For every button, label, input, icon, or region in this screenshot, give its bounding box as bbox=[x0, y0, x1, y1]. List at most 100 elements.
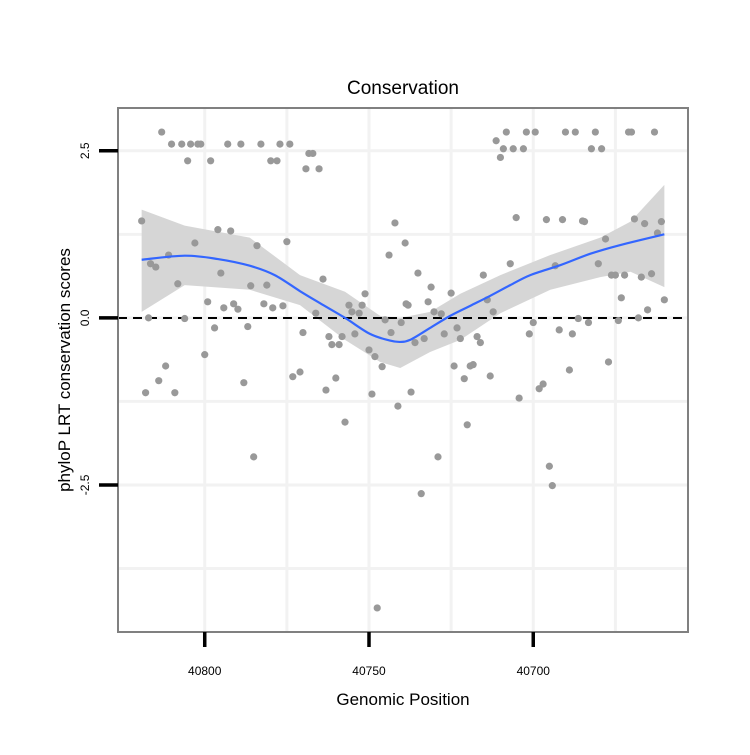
data-point bbox=[657, 218, 665, 226]
data-point bbox=[571, 128, 579, 136]
data-point bbox=[450, 362, 458, 370]
data-point bbox=[299, 328, 307, 337]
data-point bbox=[178, 140, 186, 148]
data-point bbox=[381, 316, 389, 324]
x-tick-label: 40800 bbox=[188, 664, 222, 678]
data-point bbox=[296, 368, 304, 376]
data-point bbox=[325, 332, 333, 341]
panel-border bbox=[117, 107, 689, 633]
data-point bbox=[460, 375, 468, 383]
data-point bbox=[244, 322, 252, 331]
y-tick-label: -2.5 bbox=[78, 474, 92, 495]
data-point bbox=[463, 421, 471, 429]
data-point bbox=[473, 332, 481, 341]
data-point bbox=[515, 394, 523, 402]
data-point bbox=[155, 377, 163, 385]
data-point bbox=[568, 330, 576, 338]
data-point bbox=[525, 330, 533, 338]
data-point bbox=[476, 338, 484, 347]
data-point bbox=[358, 301, 366, 309]
data-point bbox=[522, 128, 530, 136]
chart-title: Conservation bbox=[347, 78, 459, 99]
data-point bbox=[427, 283, 435, 291]
data-point bbox=[456, 334, 464, 343]
data-point bbox=[555, 326, 563, 334]
data-point bbox=[587, 145, 596, 153]
data-point bbox=[440, 330, 448, 338]
data-point bbox=[171, 389, 179, 397]
data-point bbox=[650, 128, 659, 136]
y-tick-label: 0.0 bbox=[78, 309, 92, 326]
data-point bbox=[489, 308, 497, 316]
data-point bbox=[580, 218, 589, 226]
data-point bbox=[224, 140, 232, 148]
data-point bbox=[391, 219, 399, 227]
data-point bbox=[141, 389, 150, 397]
data-point bbox=[328, 341, 336, 349]
confidence-band-area bbox=[141, 184, 665, 368]
data-point bbox=[332, 374, 340, 382]
data-point bbox=[502, 128, 510, 136]
data-point bbox=[286, 140, 294, 148]
data-point bbox=[584, 318, 593, 327]
data-point bbox=[499, 145, 507, 153]
data-point bbox=[574, 314, 582, 323]
data-point bbox=[492, 137, 500, 145]
data-point bbox=[240, 379, 248, 387]
data-point bbox=[660, 296, 668, 304]
data-point bbox=[283, 238, 291, 246]
data-point bbox=[401, 239, 409, 247]
data-point bbox=[614, 316, 622, 325]
data-point bbox=[529, 318, 537, 327]
data-point bbox=[531, 128, 539, 136]
data-point bbox=[404, 301, 412, 309]
data-point bbox=[617, 294, 625, 302]
data-point bbox=[152, 263, 160, 271]
data-point bbox=[210, 324, 219, 332]
data-point bbox=[637, 273, 645, 281]
data-point bbox=[260, 300, 268, 308]
data-point bbox=[565, 366, 574, 374]
data-point bbox=[158, 128, 166, 136]
data-point bbox=[302, 165, 310, 173]
data-point bbox=[417, 490, 425, 498]
data-point bbox=[601, 235, 610, 243]
data-point bbox=[167, 140, 176, 148]
data-point bbox=[220, 304, 228, 312]
data-point bbox=[561, 128, 570, 136]
data-point bbox=[420, 334, 428, 343]
data-point bbox=[647, 270, 656, 278]
data-point bbox=[512, 214, 520, 222]
data-point bbox=[542, 216, 551, 224]
data-point bbox=[174, 280, 182, 288]
data-point bbox=[309, 149, 317, 158]
data-point bbox=[237, 140, 245, 148]
data-point bbox=[630, 215, 639, 223]
data-point bbox=[643, 306, 652, 314]
data-point bbox=[138, 217, 146, 225]
data-point bbox=[486, 372, 494, 380]
confidence-band bbox=[141, 184, 665, 368]
data-point bbox=[187, 140, 195, 148]
data-point bbox=[519, 145, 528, 153]
data-point bbox=[591, 128, 599, 136]
data-point bbox=[535, 385, 543, 393]
data-point bbox=[385, 251, 393, 259]
data-point bbox=[276, 140, 284, 148]
data-point bbox=[634, 314, 642, 322]
data-point bbox=[247, 282, 255, 290]
data-point bbox=[361, 290, 369, 298]
data-point bbox=[506, 260, 514, 268]
data-point bbox=[558, 216, 567, 224]
data-point bbox=[641, 220, 649, 228]
data-point bbox=[437, 310, 445, 318]
data-point bbox=[181, 314, 189, 323]
data-point bbox=[378, 363, 386, 371]
x-tick-label: 40750 bbox=[352, 664, 386, 678]
data-point bbox=[496, 153, 505, 162]
data-point bbox=[335, 341, 343, 349]
data-point bbox=[162, 362, 170, 370]
data-point bbox=[407, 388, 415, 396]
data-point bbox=[315, 165, 323, 173]
